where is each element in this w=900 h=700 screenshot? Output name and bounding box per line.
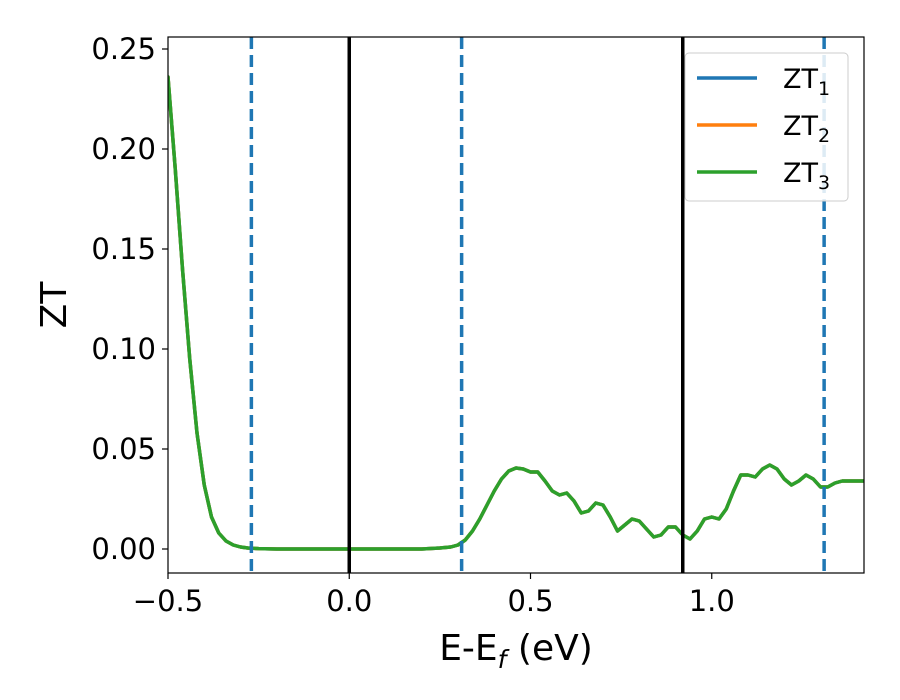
y-axis-label: ZT [34,281,75,329]
legend-label-zt1: ZT1 [783,64,830,100]
y-tick-label: 0.15 [91,232,156,266]
x-tick-label: 0.5 [507,584,553,618]
y-tick-label: 0.25 [91,32,156,66]
x-tick-label: 1.0 [689,584,735,618]
x-axis-label: E-Ef (eV) [439,628,593,674]
y-tick-label: 0.05 [91,432,156,466]
legend-label-zt2: ZT2 [783,111,830,147]
x-tick-label: 0.0 [326,584,372,618]
y-tick-label: 0.10 [91,332,156,366]
y-tick-label: 0.00 [91,532,156,566]
plot-content [168,37,864,573]
y-tick-label: 0.20 [91,132,156,166]
x-tick-label: −0.5 [133,584,203,618]
legend-label-zt3: ZT3 [783,158,830,194]
legend-box [684,52,849,202]
legend: ZT1 ZT2 ZT3 [684,52,849,202]
axes-frame [167,36,865,574]
series-line-zt3 [168,75,864,551]
axes [167,36,865,574]
ticks: −0.5 0.0 0.5 1.0 0.00 0.05 0.10 0.15 0.20 0.25 [91,32,734,618]
